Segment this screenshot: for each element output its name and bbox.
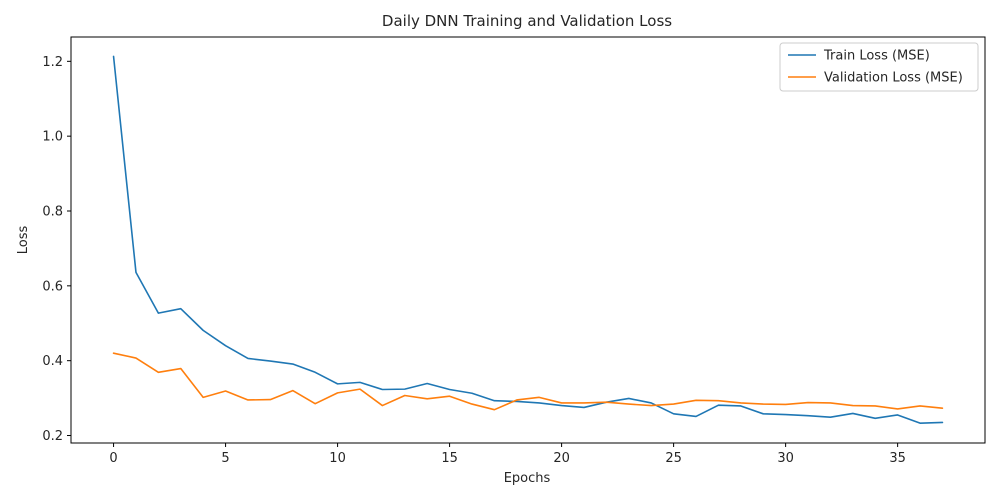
legend-box (779, 42, 979, 92)
legend-train-label: Train Loss (MSE) (823, 49, 930, 64)
legend-validation-label: Validation Loss (MSE) (824, 71, 963, 86)
y-tick-label: 1.0 (42, 130, 63, 145)
x-tick-label: 15 (441, 451, 458, 466)
x-tick-label: 5 (221, 451, 229, 466)
chart-title: Daily DNN Training and Validation Loss (382, 12, 672, 30)
x-axis-title: Epochs (504, 471, 551, 486)
x-tick-label: 20 (553, 451, 570, 466)
legend: Train Loss (MSE) Validation Loss (MSE) (779, 42, 979, 92)
y-tick-label: 0.4 (42, 354, 63, 369)
x-tick-label: 30 (777, 451, 794, 466)
y-axis-title: Loss (16, 226, 31, 255)
x-tick-label: 10 (329, 451, 346, 466)
y-tick-label: 0.6 (42, 279, 63, 294)
train-loss-line (112, 55, 944, 424)
x-tick-label: 25 (665, 451, 682, 466)
validation-loss-line (112, 352, 944, 411)
plot-frame (70, 36, 986, 444)
x-tick-label: 0 (109, 451, 117, 466)
y-tick-label: 1.2 (42, 55, 63, 70)
y-tick-label: 0.8 (42, 205, 63, 220)
x-tick-label: 35 (889, 451, 906, 466)
y-tick-label: 0.2 (42, 429, 63, 444)
